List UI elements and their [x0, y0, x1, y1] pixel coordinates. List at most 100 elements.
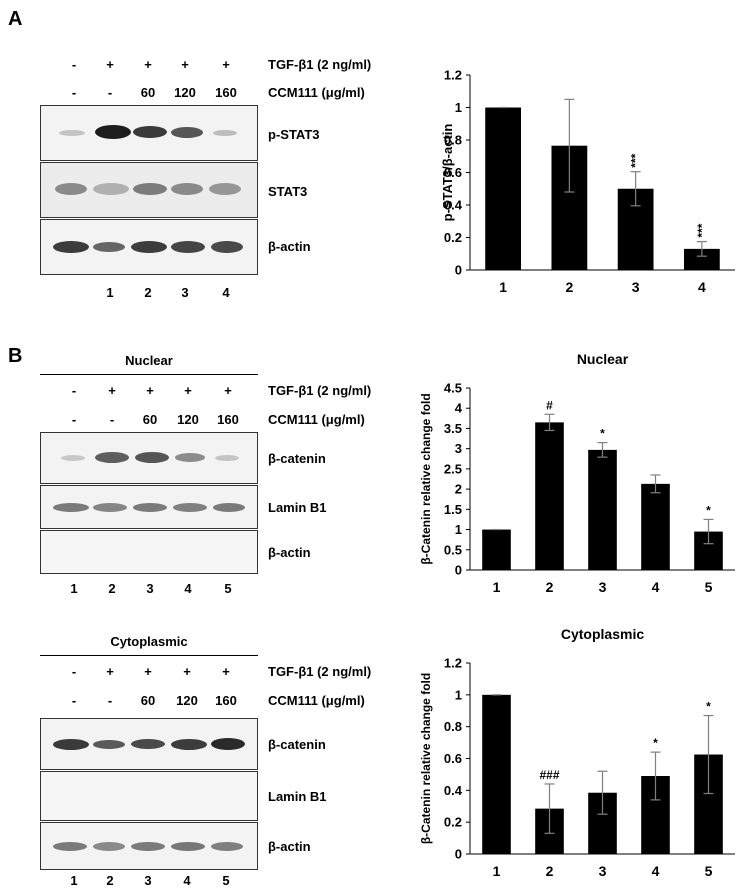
bar	[482, 694, 511, 854]
y-tick-label: 1.5	[444, 502, 462, 517]
blot-bc-laminb1	[40, 771, 258, 821]
treat-bc-ccm-4: 120	[176, 693, 198, 708]
ccm-label-bc: CCM111 (μg/ml)	[268, 693, 365, 708]
nuclear-title-underline	[40, 374, 258, 375]
x-tick-label: 5	[705, 579, 713, 595]
treat-bn-ccm-2: -	[109, 412, 115, 427]
treat-bn-tgf-1: -	[71, 383, 77, 398]
y-tick-label: 4	[455, 401, 463, 416]
y-tick-label: 0.8	[444, 133, 462, 148]
treat-bc-ccm-5: 160	[215, 693, 237, 708]
x-tick-label: 1	[499, 279, 507, 295]
tgf-label-bn: TGF-β1 (2 ng/ml)	[268, 383, 372, 398]
treat-a-ccm-3: 60	[140, 85, 156, 100]
significance-marker: *	[706, 700, 711, 714]
treat-a-tgf-2: +	[106, 57, 114, 72]
lane-bc-3: 3	[144, 873, 152, 888]
x-tick-label: 1	[493, 579, 501, 595]
y-tick-label: 0	[455, 847, 462, 862]
blot-label-bn-3: β-actin	[268, 545, 311, 560]
blot-bc-bactin	[40, 822, 258, 870]
y-tick-label: 1.2	[444, 68, 462, 83]
treat-bn-ccm-5: 160	[217, 412, 239, 427]
significance-marker: ***	[695, 223, 709, 237]
treat-bn-tgf-3: +	[146, 383, 154, 398]
lane-bc-4: 4	[183, 873, 191, 888]
treat-bn-ccm-1: -	[71, 412, 77, 427]
chart-b-nuclear: Nuclear 0 0.5 1 1.5 2 2.5 3 3.5 4 4.5 β-Catenin rel…	[419, 351, 735, 595]
y-axis-label: β-Catenin relative change fold	[419, 673, 433, 844]
treat-bc-tgf-2: +	[106, 664, 114, 679]
blot-bc-bcatenin	[40, 718, 258, 770]
tgf-label-a: TGF-β1 (2 ng/ml)	[268, 57, 372, 72]
y-tick-label: 3	[455, 441, 462, 456]
y-tick-label: 1.2	[444, 656, 462, 671]
significance-marker: *	[706, 503, 711, 517]
lane-bn-5: 5	[224, 581, 232, 596]
significance-marker: ###	[539, 768, 559, 782]
treat-bc-ccm-3: 60	[140, 693, 156, 708]
x-tick-label: 5	[705, 863, 713, 879]
lane-a-2: 2	[144, 285, 152, 300]
cytoplasmic-title-underline	[40, 655, 258, 656]
y-tick-label: 1	[455, 687, 462, 702]
lane-bn-4: 4	[184, 581, 192, 596]
significance-marker: *	[600, 427, 605, 441]
treat-a-ccm-4: 120	[174, 85, 196, 100]
y-tick-label: 2.5	[444, 461, 462, 476]
blot-label-a-2: STAT3	[268, 184, 308, 199]
bar	[588, 449, 617, 570]
x-tick-label: 3	[599, 863, 607, 879]
lane-bc-1: 1	[70, 873, 78, 888]
blot-a-pstat3	[40, 105, 258, 161]
bar	[535, 422, 564, 570]
x-tick-label: 3	[632, 279, 640, 295]
y-tick-label: 3.5	[444, 421, 462, 436]
x-tick-label: 3	[599, 579, 607, 595]
ccm-label-a: CCM111 (μg/ml)	[268, 85, 365, 100]
significance-marker: *	[653, 736, 658, 750]
treat-bn-tgf-2: +	[108, 383, 116, 398]
y-tick-label: 0.4	[444, 198, 463, 213]
treat-a-tgf-1: -	[71, 57, 77, 72]
lane-a-4: 4	[222, 285, 230, 300]
lane-bn-1: 1	[70, 581, 78, 596]
x-tick-label: 2	[565, 279, 573, 295]
significance-marker: #	[546, 398, 553, 412]
lane-bn-3: 3	[146, 581, 154, 596]
y-tick-label: 1	[455, 100, 462, 115]
y-axis-label: β-Catenin relative change fold	[419, 393, 433, 564]
treat-a-tgf-3: +	[144, 57, 152, 72]
nuclear-section-title: Nuclear	[125, 353, 173, 368]
y-tick-label: 2	[455, 482, 462, 497]
blot-label-bc-2: Lamin B1	[268, 789, 327, 804]
treat-a-ccm-2: -	[107, 85, 113, 100]
y-tick-label: 0.4	[444, 783, 463, 798]
x-tick-label: 4	[652, 579, 660, 595]
bar	[683, 248, 720, 270]
chart-title: Cytoplasmic	[561, 626, 644, 642]
blot-label-a-3: β-actin	[268, 239, 311, 254]
treat-bn-ccm-4: 120	[177, 412, 199, 427]
y-tick-label: 0.2	[444, 230, 462, 245]
treat-bc-tgf-5: +	[222, 664, 230, 679]
bar	[641, 483, 670, 570]
blot-label-a-1: p-STAT3	[268, 127, 320, 142]
treat-bc-tgf-4: +	[183, 664, 191, 679]
y-tick-label: 0.6	[444, 165, 462, 180]
cytoplasmic-section-title: Cytoplasmic	[110, 634, 188, 649]
y-tick-label: 1	[455, 522, 462, 537]
y-tick-label: 0.8	[444, 719, 462, 734]
treat-bc-tgf-1: -	[71, 664, 77, 679]
y-tick-label: 0	[455, 263, 462, 278]
y-axis-label: p-STAT3/β-actin	[440, 124, 455, 222]
treat-a-ccm-5: 160	[215, 85, 237, 100]
treat-bn-tgf-4: +	[184, 383, 192, 398]
lane-a-3: 3	[181, 285, 189, 300]
treat-bc-ccm-1: -	[71, 693, 77, 708]
treat-a-tgf-4: +	[181, 57, 189, 72]
y-tick-label: 4.5	[444, 381, 462, 396]
chart-b-cytoplasmic: Cytoplasmic 0 0.2 0.4 0.6 0.8 1 1.2 β-Catenin re…	[419, 626, 735, 879]
blot-bn-laminb1	[40, 485, 258, 529]
